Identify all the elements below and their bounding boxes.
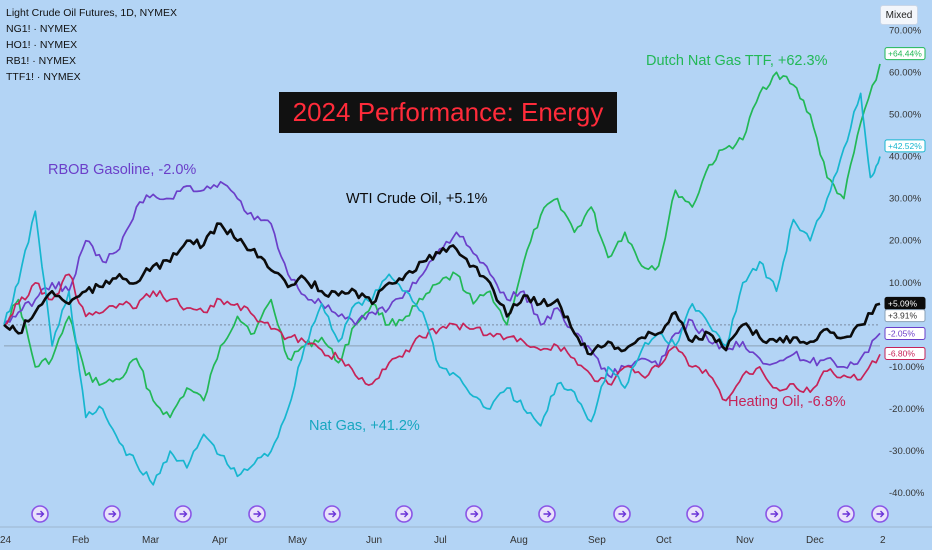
x-tick-label: Sep	[588, 535, 606, 546]
calendar-arrow-icon[interactable]	[174, 505, 192, 523]
series-line[interactable]	[3, 273, 881, 402]
x-tick-label: Mar	[142, 535, 160, 546]
value-badge: +3.91%	[888, 311, 918, 321]
value-badge-box	[884, 47, 926, 61]
x-tick-label: Nov	[736, 535, 754, 546]
y-axis-ticks: 70.00% 60.00% 50.00% 40.00% 30.00% 20.00% 10.0…	[889, 25, 925, 499]
x-tick-label: May	[288, 535, 307, 546]
x-tick-label: Apr	[212, 535, 228, 546]
y-tick-label: -40.00%	[889, 488, 925, 499]
series-line[interactable]	[3, 92, 881, 486]
x-tick-label: Feb	[72, 535, 90, 546]
calendar-arrow-icon[interactable]	[395, 505, 413, 523]
calendar-arrow-icon[interactable]	[248, 505, 266, 523]
series-label-wti: WTI Crude Oil, +5.1%	[346, 191, 488, 207]
series-line[interactable]	[3, 222, 881, 356]
legend-item[interactable]: TTF1! · NYMEX	[6, 71, 81, 83]
value-badge-box	[884, 326, 926, 340]
legend-main-symbol[interactable]: Light Crude Oil Futures, 1D, NYMEX	[6, 7, 177, 19]
series-line[interactable]	[3, 180, 881, 379]
calendar-arrow-icon[interactable]	[871, 505, 889, 523]
value-badge-box	[884, 346, 926, 360]
x-tick-label: Dec	[806, 535, 824, 546]
last-value-badges: +64.44% +42.52% +5.09% +3.91% -2.05% -6.80%	[884, 47, 926, 360]
y-tick-label: 60.00%	[889, 67, 922, 78]
legend-item[interactable]: NG1! · NYMEX	[6, 23, 78, 35]
value-badge: +64.44%	[888, 49, 922, 59]
chart-title: 2024 Performance: Energy	[279, 92, 617, 133]
scale-mode-button[interactable]: Mixed	[880, 5, 918, 25]
y-tick-label: 50.00%	[889, 109, 922, 120]
calendar-arrow-icon[interactable]	[31, 505, 49, 523]
value-badge: -2.05%	[888, 328, 915, 338]
series-label-heating-oil: Heating Oil, -6.8%	[728, 394, 846, 410]
series-lines	[3, 63, 881, 486]
calendar-arrow-icon[interactable]	[765, 505, 783, 523]
series-label-natgas: Nat Gas, +41.2%	[309, 418, 420, 434]
series-label-rbob: RBOB Gasoline, -2.0%	[48, 162, 197, 178]
value-badge: +5.09%	[888, 298, 918, 308]
calendar-arrow-icon[interactable]	[465, 505, 483, 523]
x-tick-label: 24	[0, 535, 12, 546]
event-icons-row[interactable]	[31, 505, 889, 523]
legend-item[interactable]: HO1! · NYMEX	[6, 39, 78, 51]
calendar-arrow-icon[interactable]	[103, 505, 121, 523]
y-tick-label: 70.00%	[889, 25, 922, 36]
calendar-arrow-icon[interactable]	[613, 505, 631, 523]
y-tick-label: -30.00%	[889, 446, 925, 457]
x-tick-label: Oct	[656, 535, 672, 546]
series-label-ttf: Dutch Nat Gas TTF, +62.3%	[646, 53, 828, 69]
y-tick-label: 30.00%	[889, 194, 922, 205]
y-tick-label: 40.00%	[889, 152, 922, 163]
value-badge: +42.52%	[888, 141, 922, 151]
x-axis: 24 Feb Mar Apr May Jun Jul Aug Sep Oct Nov Dec 2	[0, 526, 932, 550]
value-badge: -6.80%	[888, 348, 915, 358]
y-tick-label: -10.00%	[889, 362, 925, 373]
calendar-arrow-icon[interactable]	[323, 505, 341, 523]
y-tick-label: 20.00%	[889, 236, 922, 247]
value-badge-box	[884, 309, 926, 323]
value-badge-box	[884, 139, 926, 153]
x-tick-label: Jun	[366, 535, 382, 546]
x-tick-label: Jul	[434, 535, 447, 546]
y-tick-label: 10.00%	[889, 278, 922, 289]
y-tick-label: -20.00%	[889, 404, 925, 415]
legend-item[interactable]: RB1! · NYMEX	[6, 55, 77, 67]
calendar-arrow-icon[interactable]	[538, 505, 556, 523]
x-tick-label: Aug	[510, 535, 528, 546]
x-tick-label: 2	[880, 535, 886, 546]
series-line[interactable]	[3, 63, 881, 419]
calendar-arrow-icon[interactable]	[686, 505, 704, 523]
calendar-arrow-icon[interactable]	[837, 505, 855, 523]
